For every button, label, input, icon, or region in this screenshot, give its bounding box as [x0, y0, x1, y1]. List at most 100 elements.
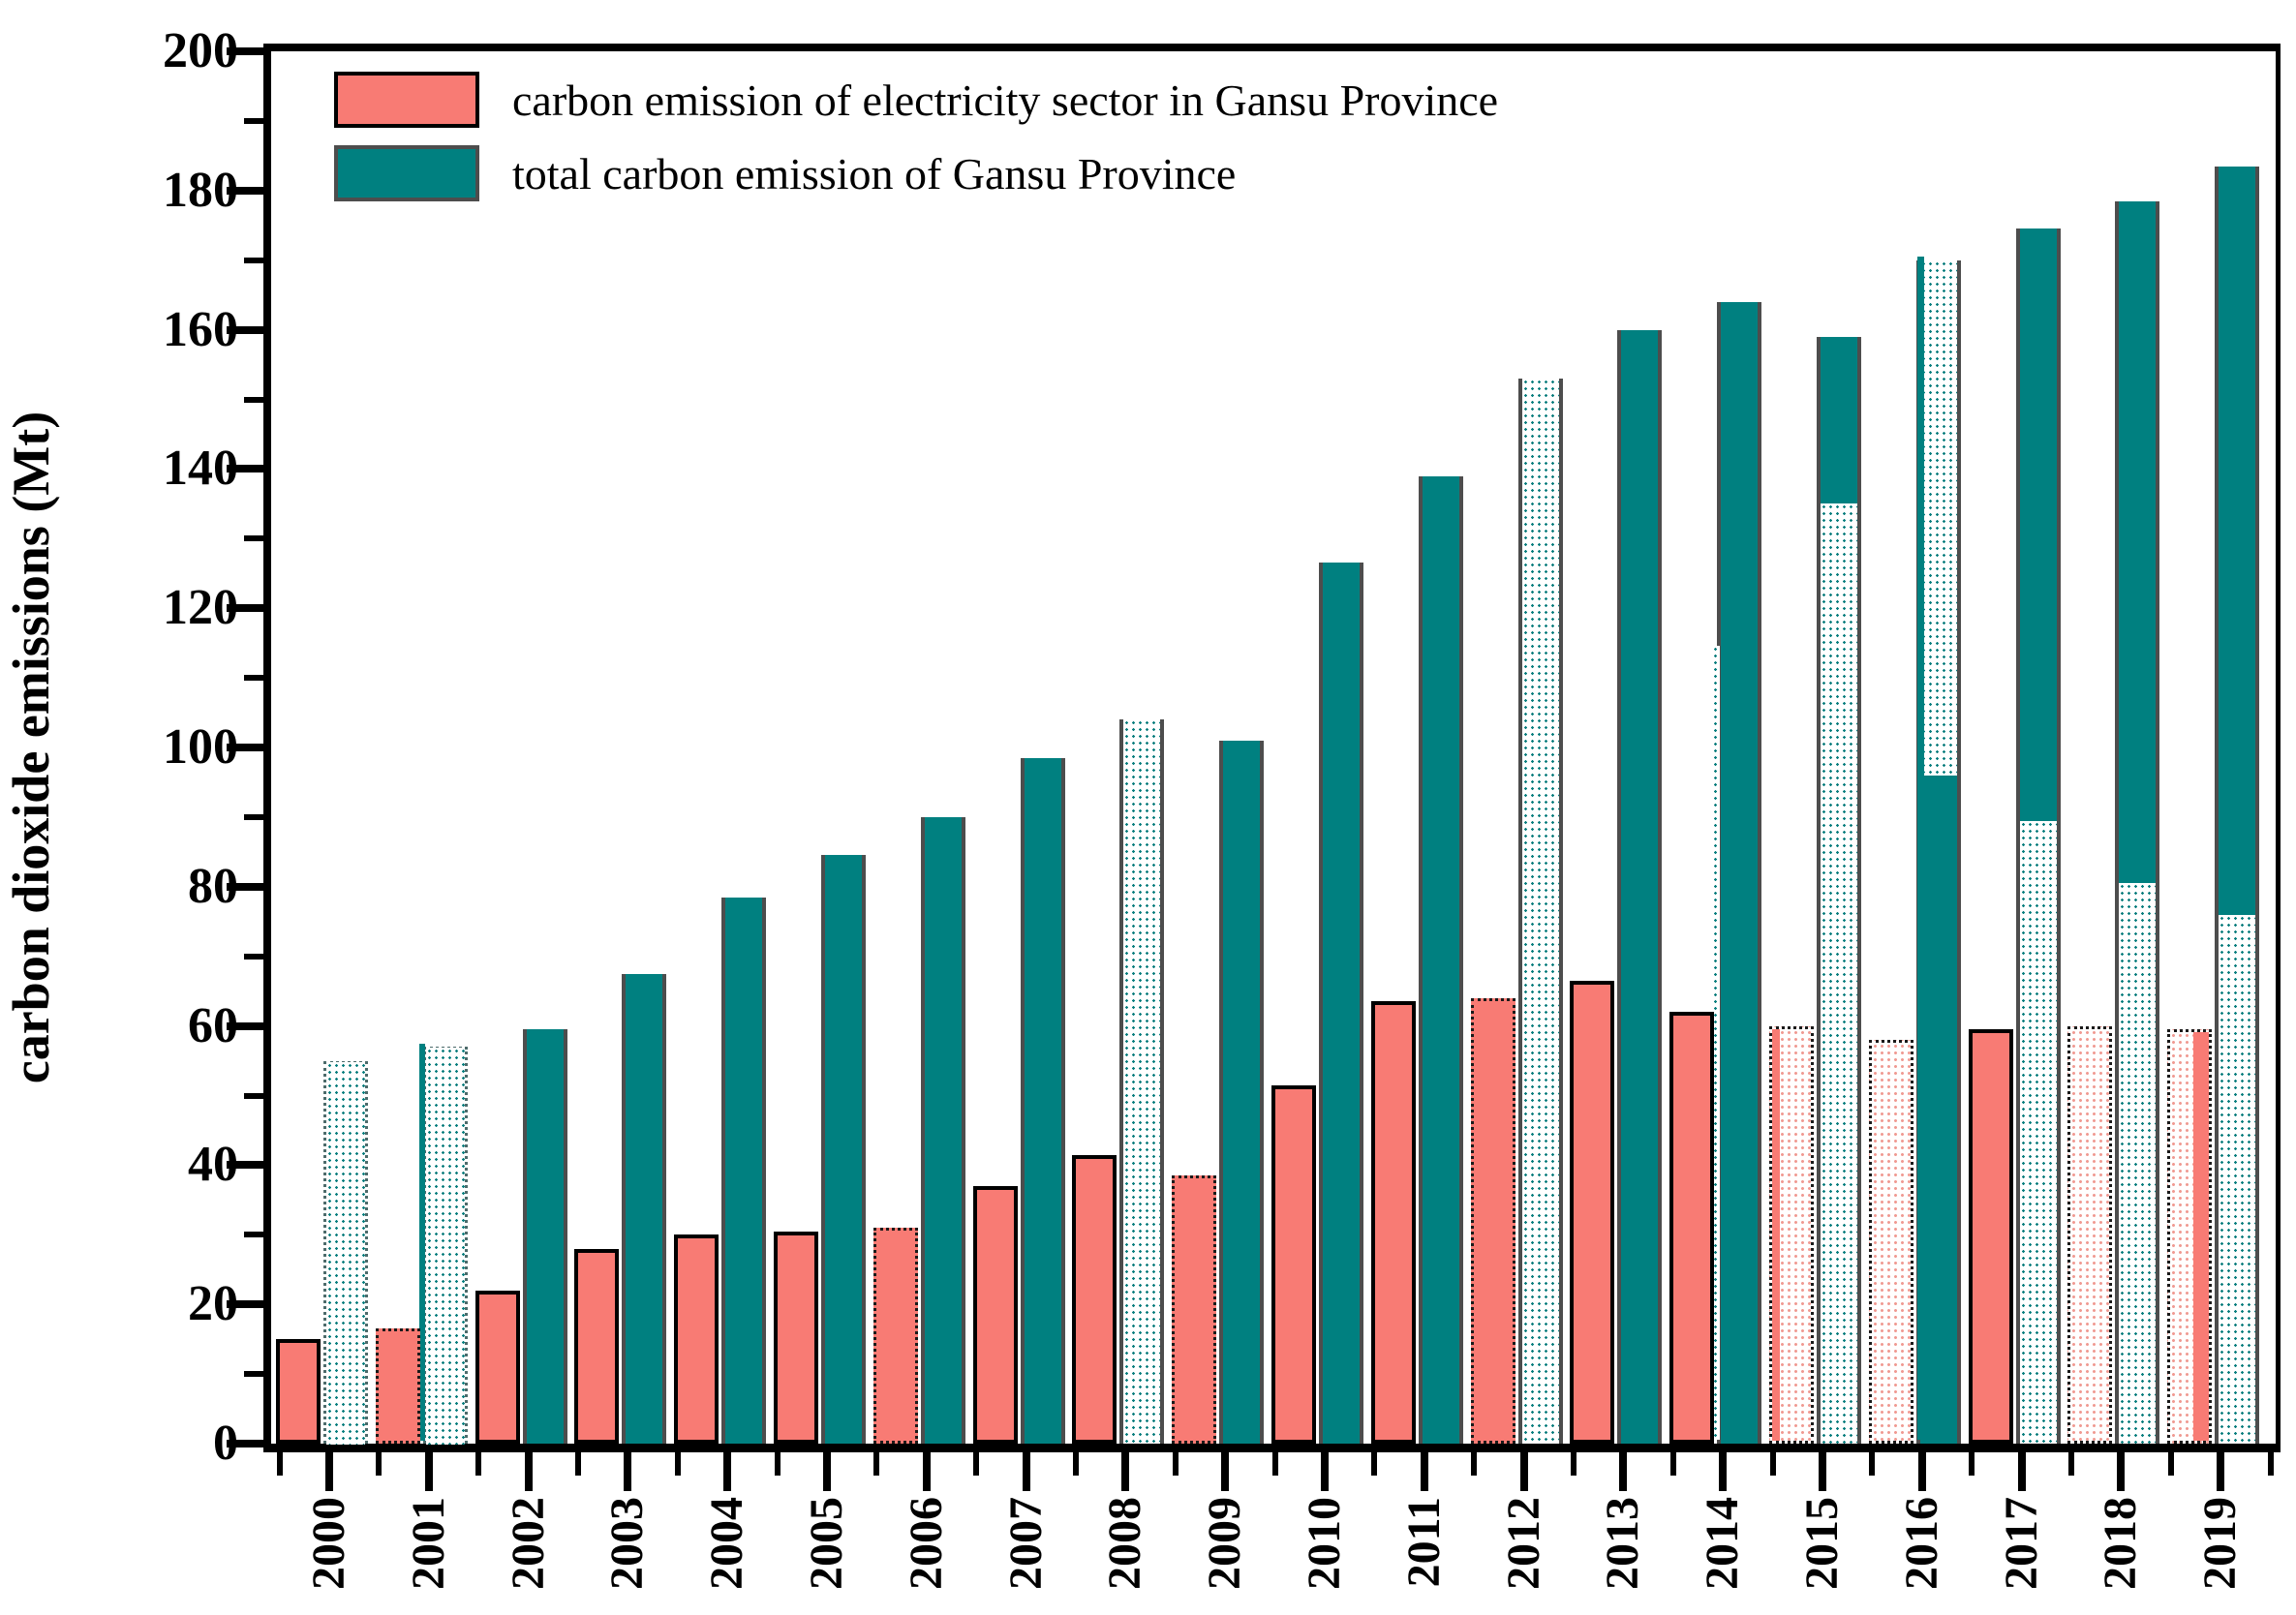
bar-electricity-2009	[1172, 1175, 1217, 1444]
bar-electricity-2003	[574, 1248, 620, 1444]
x-minor-tick-11	[1371, 1452, 1378, 1476]
bar-total-2015-segment-solid-teal	[1821, 336, 1857, 504]
y-tick-70	[244, 953, 271, 960]
x-tick-2009	[1221, 1452, 1230, 1491]
bar-total-2005	[821, 855, 866, 1444]
x-tick-2017	[2017, 1452, 2026, 1491]
bar-total-2009-segment-solid-teal	[1223, 740, 1261, 1444]
bar-total-2014-sliver	[1712, 646, 1721, 1440]
x-tick-label-2005: 2005	[801, 1497, 852, 1590]
bar-total-2005-segment-solid-teal	[825, 855, 862, 1444]
bar-total-2019-segment-stipple-teal	[2219, 914, 2256, 1444]
y-tick-150	[244, 396, 271, 403]
y-tick-label-40: 40	[188, 1137, 238, 1193]
x-tick-label-2012: 2012	[1497, 1497, 1549, 1590]
x-tick-2015	[1819, 1452, 1826, 1491]
y-tick-190	[244, 117, 271, 124]
x-minor-tick-1	[376, 1452, 383, 1476]
y-tick-label-140: 140	[163, 441, 238, 497]
bar-total-2014-segment-solid-teal	[1721, 301, 1759, 1444]
bar-electricity-2000	[276, 1339, 321, 1444]
x-tick-label-2018: 2018	[2095, 1497, 2147, 1590]
y-tick-label-200: 200	[163, 23, 238, 78]
x-tick-label-2006: 2006	[900, 1497, 952, 1590]
bar-electricity-2014	[1669, 1012, 1715, 1444]
bar-total-2015-segment-stipple-teal	[1821, 503, 1857, 1444]
bar-total-2003-segment-solid-teal	[626, 973, 663, 1444]
bar-total-2018	[2115, 200, 2160, 1444]
x-minor-tick-4	[674, 1452, 681, 1476]
bar-electricity-2013	[1570, 980, 1615, 1444]
bar-total-2006-segment-solid-teal	[924, 816, 962, 1444]
bar-electricity-2017	[1968, 1029, 2013, 1444]
x-tick-label-2000: 2000	[303, 1497, 354, 1590]
y-tick-130	[244, 535, 271, 542]
x-minor-tick-16	[1869, 1452, 1876, 1476]
bar-electricity-2019-sliver	[2193, 1032, 2210, 1441]
bar-electricity-2005	[774, 1231, 818, 1444]
x-minor-tick-20	[2267, 1452, 2274, 1476]
bar-total-2007-segment-solid-teal	[1024, 757, 1061, 1444]
bar-electricity-2008	[1072, 1154, 1117, 1444]
y-tick-40	[227, 1161, 271, 1170]
y-tick-label-0: 0	[213, 1416, 238, 1471]
legend-label-electricity: carbon emission of electricity sector in…	[512, 75, 1499, 125]
x-tick-label-2013: 2013	[1597, 1497, 1649, 1590]
bar-electricity-2001	[375, 1328, 420, 1444]
x-minor-tick-9	[1172, 1452, 1179, 1476]
bar-total-2002	[522, 1029, 567, 1444]
bar-total-2012	[1517, 378, 1563, 1444]
bar-electricity-2012	[1470, 997, 1515, 1444]
x-tick-label-2014: 2014	[1697, 1497, 1749, 1590]
bar-total-2010	[1319, 563, 1363, 1444]
bar-total-2001	[418, 1044, 468, 1445]
bar-total-2007	[1020, 757, 1065, 1444]
legend-item-total: total carbon emission of Gansu Province	[334, 142, 1498, 204]
x-minor-tick-18	[2068, 1452, 2074, 1476]
y-tick-180	[227, 186, 271, 195]
bar-total-2014	[1712, 301, 1762, 1444]
bar-electricity-2015	[1769, 1025, 1814, 1444]
x-minor-tick-6	[873, 1452, 880, 1476]
x-tick-2013	[1619, 1452, 1628, 1491]
x-minor-tick-8	[1073, 1452, 1079, 1476]
bar-total-2009	[1219, 740, 1265, 1444]
x-tick-2016	[1917, 1452, 1926, 1491]
bar-total-2019-segment-solid-teal	[2219, 166, 2256, 915]
x-minor-tick-12	[1471, 1452, 1478, 1476]
plot-frame-top	[263, 44, 2281, 51]
x-tick-2010	[1321, 1452, 1329, 1491]
bar-total-2017-segment-stipple-teal	[2019, 820, 2057, 1444]
bar-total-2016-segment-stipple-teal	[1919, 259, 1957, 776]
bar-total-2001-sliver	[418, 1044, 425, 1441]
y-tick-140	[227, 465, 271, 473]
x-minor-tick-15	[1769, 1452, 1776, 1476]
bar-total-2012-segment-stipple-teal	[1521, 378, 1559, 1444]
y-tick-100	[227, 744, 271, 751]
x-tick-2008	[1121, 1452, 1130, 1491]
x-tick-label-2008: 2008	[1099, 1497, 1151, 1590]
bar-total-2019	[2215, 166, 2260, 1444]
x-minor-tick-2	[475, 1452, 482, 1476]
y-tick-110	[244, 675, 271, 682]
y-tick-50	[244, 1092, 271, 1099]
x-tick-2002	[524, 1452, 533, 1491]
plot-area: carbon emission of electricity sector in…	[271, 51, 2276, 1445]
x-tick-2019	[2217, 1452, 2225, 1491]
x-tick-2006	[922, 1452, 931, 1491]
x-tick-label-2010: 2010	[1299, 1497, 1350, 1590]
bar-total-2004-segment-solid-teal	[725, 897, 763, 1444]
bar-electricity-2011	[1370, 1001, 1416, 1444]
bar-total-2017-segment-solid-teal	[2019, 229, 2057, 821]
x-minor-tick-13	[1571, 1452, 1577, 1476]
bar-electricity-2018	[2067, 1025, 2113, 1444]
y-tick-170	[244, 257, 271, 263]
bar-total-2011-segment-solid-teal	[1422, 475, 1459, 1444]
bar-total-2008-segment-stipple-teal	[1123, 719, 1161, 1444]
y-tick-80	[227, 882, 271, 891]
y-tick-20	[227, 1300, 271, 1309]
x-minor-tick-3	[575, 1452, 581, 1476]
x-tick-label-2001: 2001	[402, 1497, 454, 1590]
x-tick-label-2002: 2002	[502, 1497, 554, 1590]
x-tick-2000	[325, 1452, 333, 1491]
